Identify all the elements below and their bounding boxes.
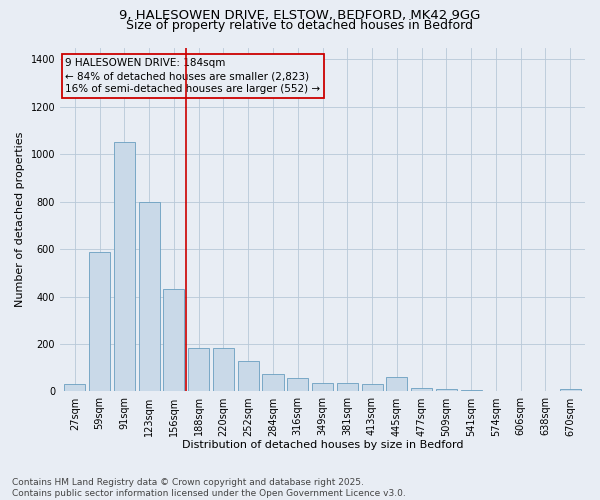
Bar [89,252,110,392]
Bar [386,377,407,392]
Bar [560,388,581,392]
Bar [213,348,234,392]
Bar [114,142,135,392]
Bar [337,383,358,392]
Bar [139,202,160,392]
Y-axis label: Number of detached properties: Number of detached properties [15,132,25,307]
Text: 9 HALESOWEN DRIVE: 184sqm
← 84% of detached houses are smaller (2,823)
16% of se: 9 HALESOWEN DRIVE: 184sqm ← 84% of detac… [65,58,320,94]
Bar [188,348,209,392]
Bar [262,374,284,392]
Bar [287,378,308,392]
Bar [362,384,383,392]
Bar [461,390,482,392]
Bar [312,383,333,392]
Bar [411,388,432,392]
Bar [436,389,457,392]
Text: Contains HM Land Registry data © Crown copyright and database right 2025.
Contai: Contains HM Land Registry data © Crown c… [12,478,406,498]
Bar [163,290,184,392]
Text: Size of property relative to detached houses in Bedford: Size of property relative to detached ho… [127,19,473,32]
Text: 9, HALESOWEN DRIVE, ELSTOW, BEDFORD, MK42 9GG: 9, HALESOWEN DRIVE, ELSTOW, BEDFORD, MK4… [119,9,481,22]
Bar [64,384,85,392]
Bar [238,360,259,392]
X-axis label: Distribution of detached houses by size in Bedford: Distribution of detached houses by size … [182,440,463,450]
